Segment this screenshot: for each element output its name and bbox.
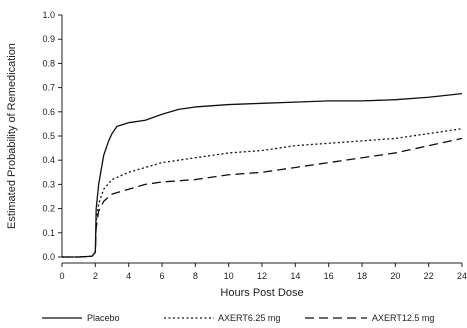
- y-axis-title: Estimated Probability of Remedication: [6, 43, 18, 229]
- y-tick-label: 0.6: [42, 107, 55, 117]
- x-tick-label: 12: [257, 271, 267, 281]
- x-axis-ticks: 0 2 4 6 8 10 12 14 16 18 20 22 24: [59, 263, 467, 281]
- series-line-3: [62, 137, 463, 258]
- x-tick-label: 14: [290, 271, 300, 281]
- x-tick-label: 24: [457, 271, 467, 281]
- y-tick-label: 0.3: [42, 179, 55, 189]
- legend-label-1: Placebo: [87, 313, 120, 323]
- x-tick-label: 4: [126, 271, 131, 281]
- x-tick-label: 18: [357, 271, 367, 281]
- x-tick-label: 0: [59, 271, 64, 281]
- x-axis-title: Hours Post Dose: [220, 287, 303, 299]
- y-tick-label: 0.4: [42, 155, 55, 165]
- legend-label-3: AXERT12.5 mg: [372, 313, 434, 323]
- x-tick-label: 20: [390, 271, 400, 281]
- series-lines: [62, 93, 463, 258]
- x-tick-label: 10: [224, 271, 234, 281]
- y-tick-label: 0.0: [42, 252, 55, 262]
- x-tick-label: 8: [193, 271, 198, 281]
- series-line-2: [62, 128, 463, 258]
- legend-label-2: AXERT6.25 mg: [218, 313, 280, 323]
- legend: Placebo AXERT6.25 mg AXERT12.5 mg: [42, 313, 434, 323]
- y-tick-label: 0.9: [42, 34, 55, 44]
- y-tick-label: 0.1: [42, 228, 55, 238]
- x-tick-label: 22: [424, 271, 434, 281]
- y-tick-label: 0.8: [42, 58, 55, 68]
- y-axis-ticks: 0.0 0.1 0.2 0.3 0.4 0.5 0.6 0.7 0.8 0.9 1.0: [42, 10, 62, 262]
- y-tick-label: 0.7: [42, 83, 55, 93]
- x-tick-label: 6: [159, 271, 164, 281]
- x-tick-label: 16: [324, 271, 334, 281]
- y-tick-label: 1.0: [42, 10, 55, 20]
- x-tick-label: 2: [93, 271, 98, 281]
- y-tick-label: 0.2: [42, 204, 55, 214]
- y-tick-label: 0.5: [42, 131, 55, 141]
